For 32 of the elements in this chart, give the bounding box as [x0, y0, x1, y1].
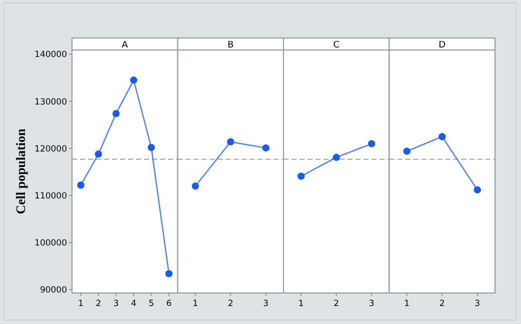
chart-title: D: [438, 40, 446, 50]
x-tick-label: 3: [474, 299, 480, 309]
x-tick-label: 5: [148, 299, 154, 309]
x-tick-label: 2: [228, 299, 234, 309]
x-tick-label: 1: [78, 299, 84, 309]
chart-title: C: [333, 40, 340, 50]
x-tick-label: 2: [439, 299, 445, 309]
x-tick-label: 2: [96, 299, 102, 309]
x-tick-label: 3: [263, 299, 269, 309]
y-tick-label: 140000: [34, 50, 67, 60]
chart-title: B: [228, 40, 234, 50]
point: [77, 182, 84, 189]
point: [130, 76, 138, 84]
x-tick-label: 3: [368, 299, 374, 309]
x-tick-label: 1: [298, 299, 304, 309]
x-tick-label: 1: [192, 299, 198, 309]
x-tick-label: 2: [334, 299, 340, 309]
point: [165, 270, 173, 278]
y-tick-label: 110000: [34, 192, 67, 202]
x-tick-label: 4: [130, 299, 136, 309]
y-tick-label: 90000: [40, 286, 67, 296]
point: [148, 144, 155, 152]
point: [94, 150, 102, 158]
x-tick-label: 6: [166, 299, 172, 309]
chart-title: A: [122, 40, 129, 50]
point: [112, 110, 120, 118]
y-tick-label: 100000: [34, 238, 67, 249]
x-tick-label: 1: [404, 299, 410, 309]
y-tick-label: 130000: [34, 97, 67, 108]
x-tick-label: 3: [113, 299, 119, 309]
y-axis-title: Cell population: [13, 128, 28, 214]
y-tick-label: 120000: [34, 144, 67, 154]
